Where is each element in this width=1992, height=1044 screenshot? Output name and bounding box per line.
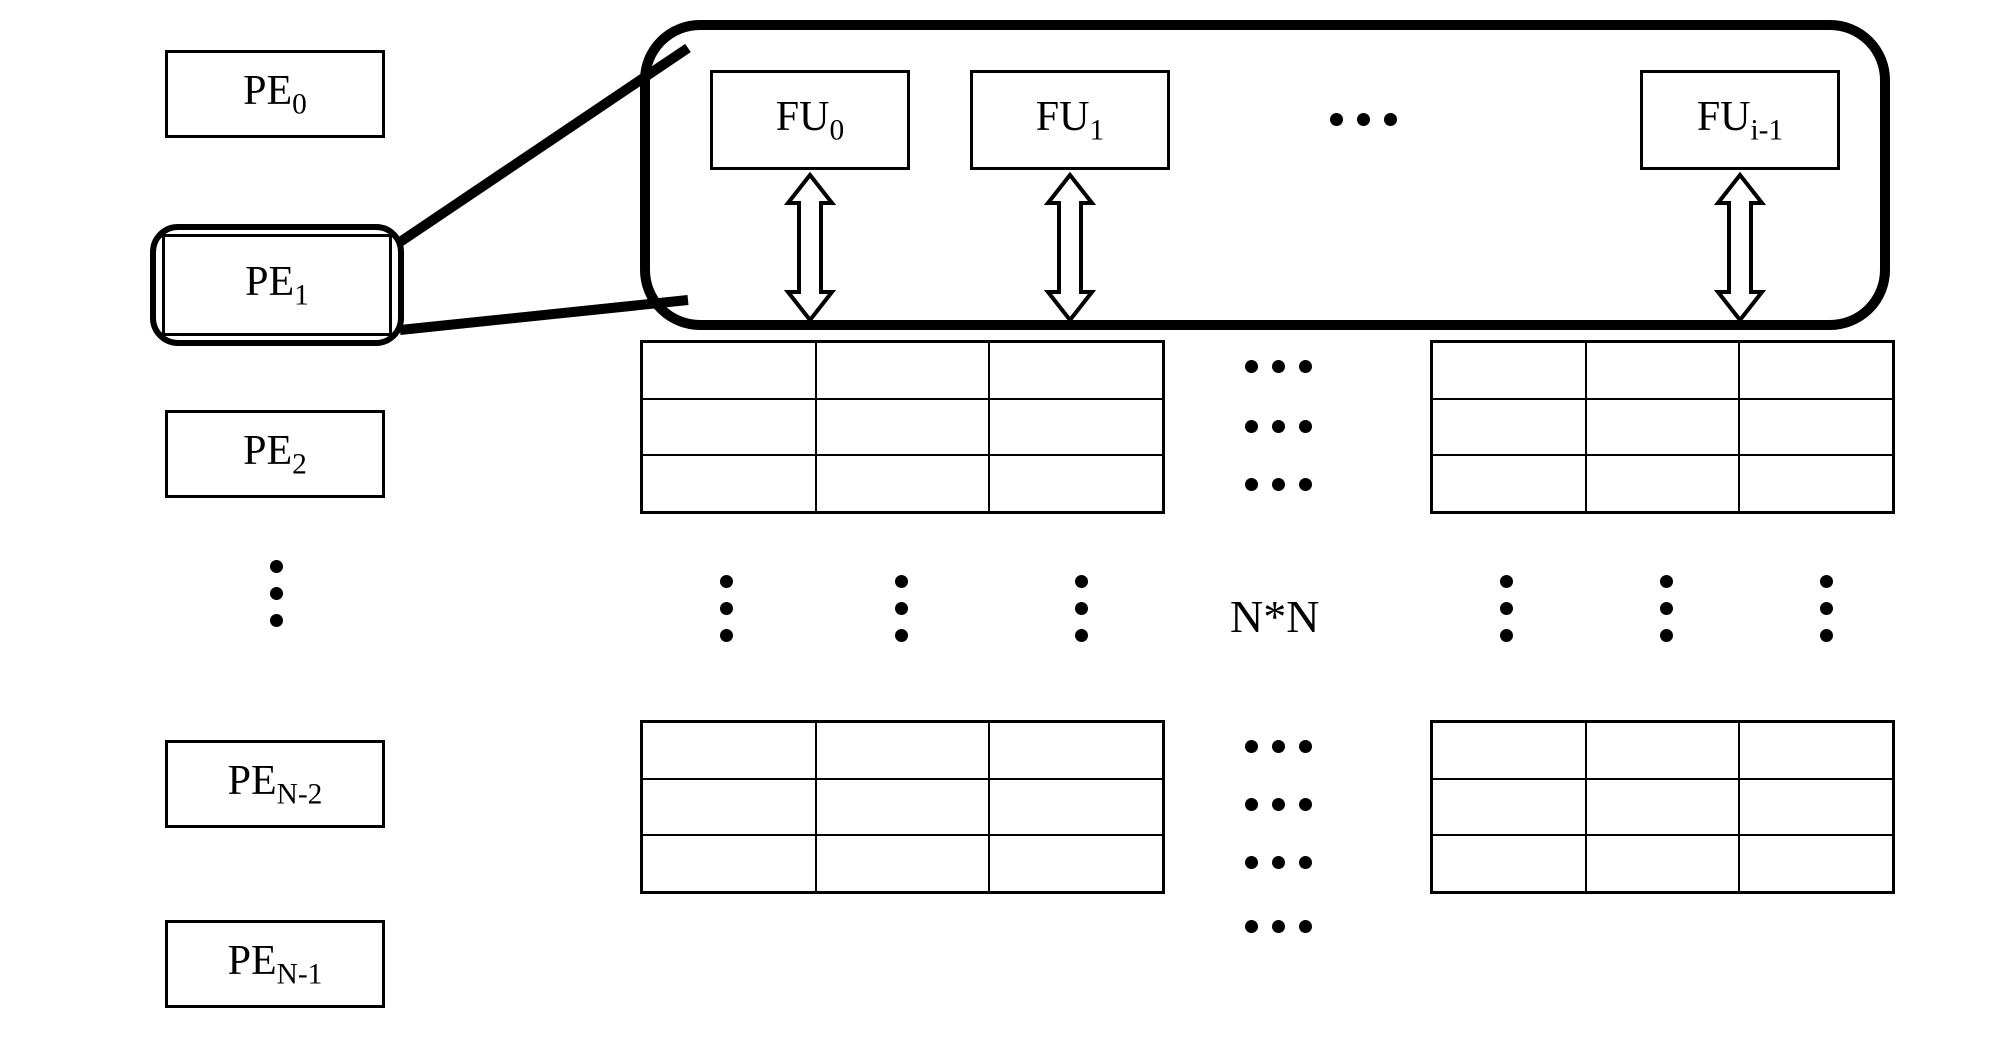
matrix-hdots-u3 <box>1245 478 1312 491</box>
matrix-hdots-l2 <box>1245 798 1312 811</box>
pe1-highlight-wrap: PE1 <box>150 224 404 346</box>
matrix-top-left <box>640 340 1165 514</box>
fu-label-1: FU1 <box>1036 93 1104 147</box>
matrix-vdots-r2 <box>1660 575 1673 642</box>
pe-detail-box <box>640 20 1890 330</box>
fu-label-i1: FUi-1 <box>1697 93 1783 147</box>
matrix-vdots-r3 <box>1820 575 1833 642</box>
matrix-vdots-r1 <box>1500 575 1513 642</box>
fu-box-0: FU0 <box>710 70 910 170</box>
pe-label-0: PE0 <box>243 67 307 121</box>
matrix-hdots-u1 <box>1245 360 1312 373</box>
pe-label-n2: PEN-2 <box>228 757 323 811</box>
matrix-bottom-left <box>640 720 1165 894</box>
matrix-vdots-l3 <box>1075 575 1088 642</box>
pe-box-0: PE0 <box>165 50 385 138</box>
matrix-nn-label: N*N <box>1230 590 1319 643</box>
fu-box-1: FU1 <box>970 70 1170 170</box>
matrix-vdots-l2 <box>895 575 908 642</box>
pe-label-1: PE1 <box>245 258 309 312</box>
matrix-hdots-l3 <box>1245 856 1312 869</box>
fu-label-0: FU0 <box>776 93 844 147</box>
matrix-hdots-l1 <box>1245 740 1312 753</box>
fu-hdots <box>1330 113 1397 126</box>
pe-label-2: PE2 <box>243 427 307 481</box>
fu-box-i1: FUi-1 <box>1640 70 1840 170</box>
matrix-top-right <box>1430 340 1895 514</box>
matrix-hdots-u2 <box>1245 420 1312 433</box>
pe-box-2: PE2 <box>165 410 385 498</box>
pe-vdots <box>270 560 283 627</box>
zoom-line-bottom <box>400 300 688 330</box>
matrix-bottom-right <box>1430 720 1895 894</box>
pe-box-n2: PEN-2 <box>165 740 385 828</box>
pe-label-n1: PEN-1 <box>228 937 323 991</box>
pe-box-1: PE1 <box>162 234 392 336</box>
pe-box-n1: PEN-1 <box>165 920 385 1008</box>
matrix-hdots-l4 <box>1245 920 1312 933</box>
matrix-vdots-l1 <box>720 575 733 642</box>
